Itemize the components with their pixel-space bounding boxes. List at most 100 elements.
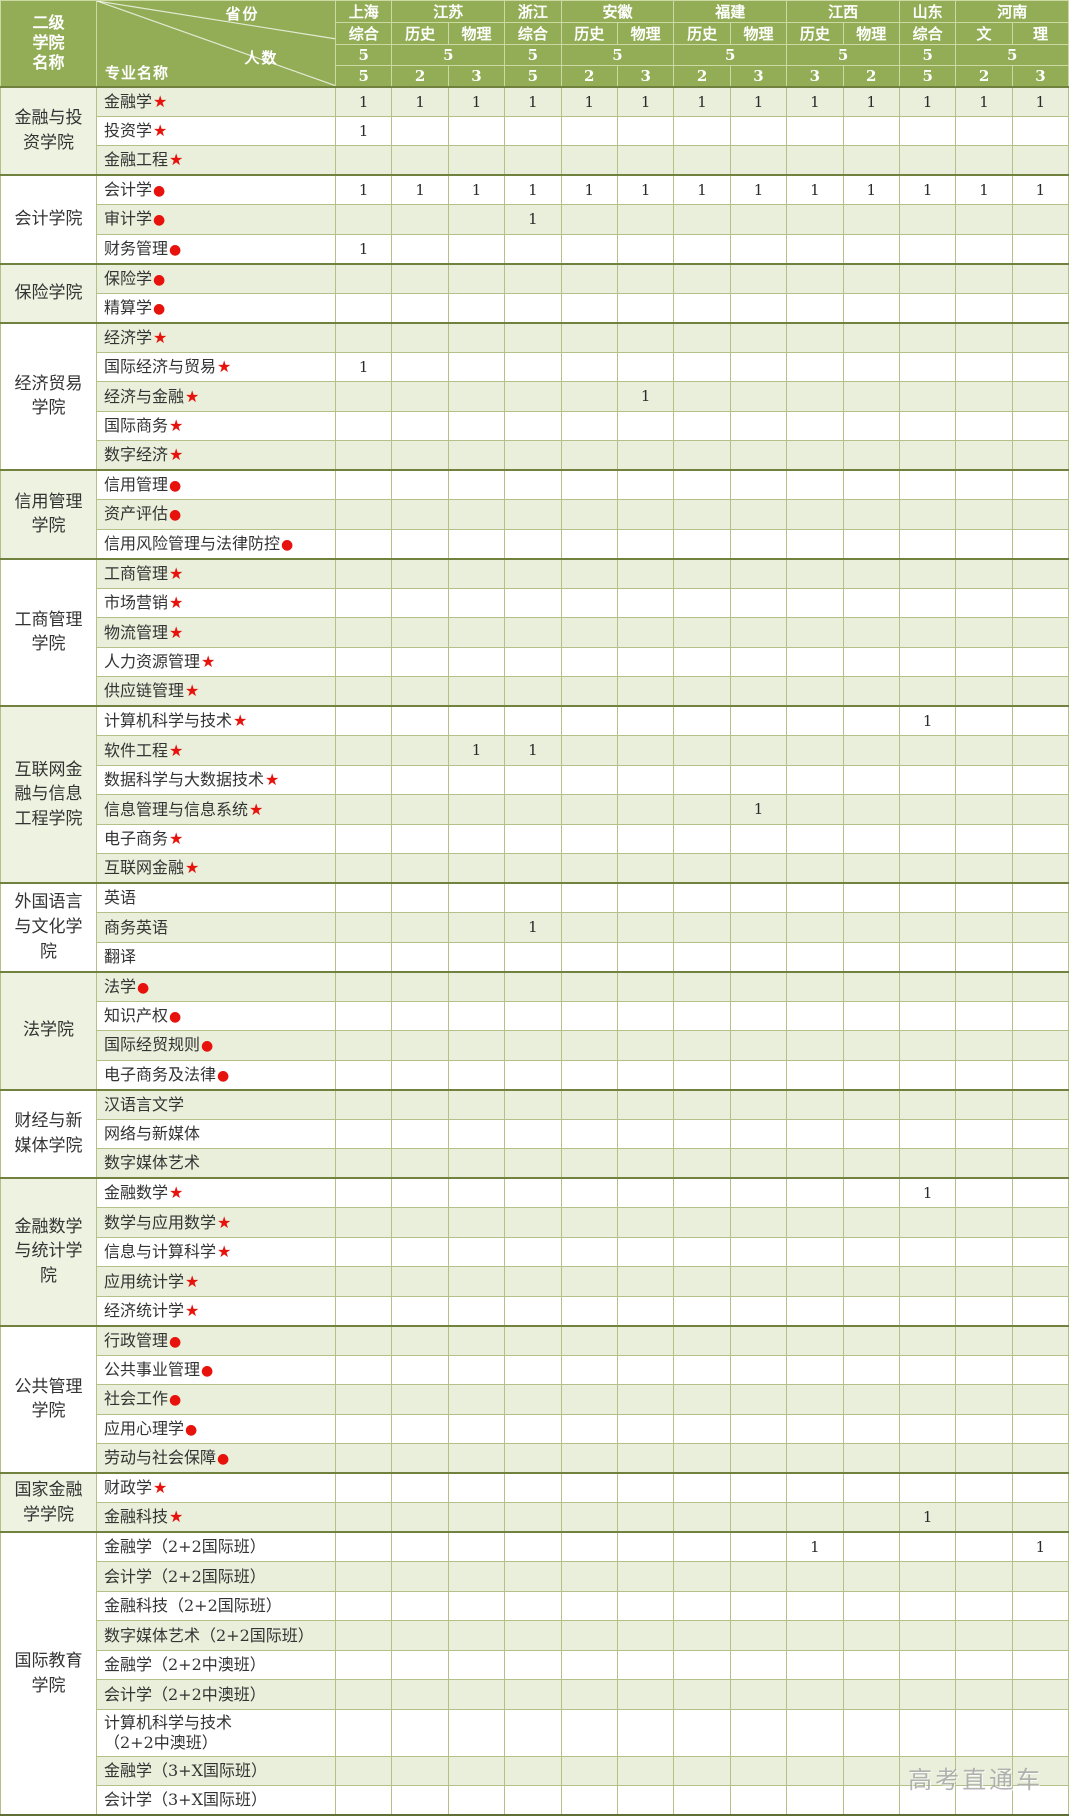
value-cell — [504, 469, 562, 500]
value-cell — [560, 440, 618, 471]
subject-header-row: 综合 历史 物理 综合 历史 物理 历史 物理 历史 物理 综合文理 — [1, 22, 1070, 45]
value-cell: 1 — [673, 85, 731, 117]
value-cell — [842, 1177, 900, 1208]
value-cell — [560, 1384, 618, 1415]
value-cell — [391, 1443, 449, 1474]
value-cell — [391, 1295, 449, 1326]
major-label: 法学 — [104, 976, 137, 996]
value-cell — [842, 204, 900, 235]
value-cell — [447, 233, 506, 264]
value-cell: 1 — [447, 735, 506, 766]
subject-header: 综合 — [504, 22, 562, 45]
value-cell — [616, 1620, 675, 1651]
value-cell — [842, 469, 900, 500]
value-cell — [447, 705, 506, 736]
value-cell — [391, 1177, 449, 1208]
major-cell: 英语 — [96, 882, 336, 913]
major-cell: 数字媒体艺术 — [96, 1148, 336, 1179]
value-cell: 1 — [898, 85, 957, 117]
major-cell: 劳动与社会保障● — [96, 1443, 336, 1474]
value-cell: 1 — [334, 115, 393, 146]
value-cell — [616, 1531, 675, 1562]
table-row: 互联网金融与信息工程学院 计算机科学与技术★ 1 — [0, 705, 1070, 884]
value-cell — [729, 764, 788, 795]
value-cell — [955, 1502, 1013, 1533]
value-cell — [334, 1059, 393, 1090]
value-cell — [616, 1177, 675, 1208]
value-cell — [447, 204, 506, 235]
value-cell — [955, 1030, 1013, 1061]
value-cell: 1 — [729, 85, 788, 117]
value-cell: 1 — [955, 85, 1013, 117]
value-cell — [504, 292, 562, 323]
value-cell — [504, 1177, 562, 1208]
value-cell — [842, 528, 900, 559]
province-header: 浙江 — [504, 0, 562, 23]
major-label: 翻译 — [104, 946, 137, 966]
value-cell — [334, 292, 393, 323]
value-cell — [898, 233, 957, 264]
value-cell — [334, 1785, 393, 1816]
value-cell — [504, 1324, 562, 1356]
value-cell — [955, 941, 1013, 972]
value-cell — [504, 1030, 562, 1061]
value-cell — [560, 764, 618, 795]
value-cell — [391, 381, 449, 412]
value-cell — [334, 1177, 393, 1208]
value-cell: 1 — [842, 85, 900, 117]
college-cell: 公共管理学院 — [0, 1324, 97, 1474]
value-cell — [729, 1207, 788, 1238]
value-cell — [673, 557, 731, 589]
value-cell — [391, 970, 449, 1002]
value-cell — [955, 1354, 1013, 1385]
value-cell — [504, 646, 562, 677]
major-cell: 信息与计算科学★ — [96, 1236, 336, 1267]
value-cell — [447, 145, 506, 176]
value-cell — [504, 676, 562, 707]
major-label: 数据科学与大数据技术 — [104, 770, 265, 790]
value-cell — [1011, 233, 1070, 264]
major-label: 应用心理学 — [104, 1418, 185, 1438]
table-row: 社会工作● — [1, 1384, 1070, 1415]
value-cell: 1 — [504, 204, 562, 235]
value-cell — [334, 440, 393, 471]
value-cell — [560, 145, 618, 176]
value-cell — [673, 499, 731, 530]
value-cell — [560, 1590, 618, 1621]
value-cell — [447, 587, 506, 618]
value-cell — [391, 1118, 449, 1149]
major-label: 计算机科学与技术 — [104, 711, 233, 731]
value-cell — [786, 145, 844, 176]
value-cell — [842, 853, 900, 884]
value-cell — [504, 823, 562, 854]
table-row: 工商管理学院 工商管理★ — [0, 557, 1070, 707]
value-cell — [729, 1148, 788, 1179]
value-cell — [504, 262, 562, 294]
province-total-cell: 5 — [898, 44, 957, 66]
value-cell — [560, 1708, 618, 1757]
value-cell — [898, 321, 957, 353]
value-cell — [729, 1236, 788, 1267]
value-cell — [729, 1354, 788, 1385]
major-cell: 知识产权● — [96, 1000, 336, 1031]
value-cell — [729, 970, 788, 1002]
value-cell — [1011, 1620, 1070, 1651]
value-cell — [447, 262, 506, 294]
value-cell — [729, 1443, 788, 1474]
value-cell — [898, 469, 957, 500]
major-cell: 审计学● — [96, 204, 336, 235]
value-cell — [616, 321, 675, 353]
value-cell — [616, 941, 675, 972]
province-total-cell: 5 — [673, 44, 788, 66]
value-cell — [729, 381, 788, 412]
value-cell — [729, 617, 788, 648]
value-cell — [447, 764, 506, 795]
value-cell — [955, 1266, 1013, 1297]
value-cell — [729, 440, 788, 471]
value-cell — [842, 115, 900, 146]
value-cell — [616, 1755, 675, 1786]
value-cell — [898, 941, 957, 972]
value-cell — [560, 204, 618, 235]
major-cell: 数字媒体艺术（2+2国际班） — [96, 1620, 336, 1651]
